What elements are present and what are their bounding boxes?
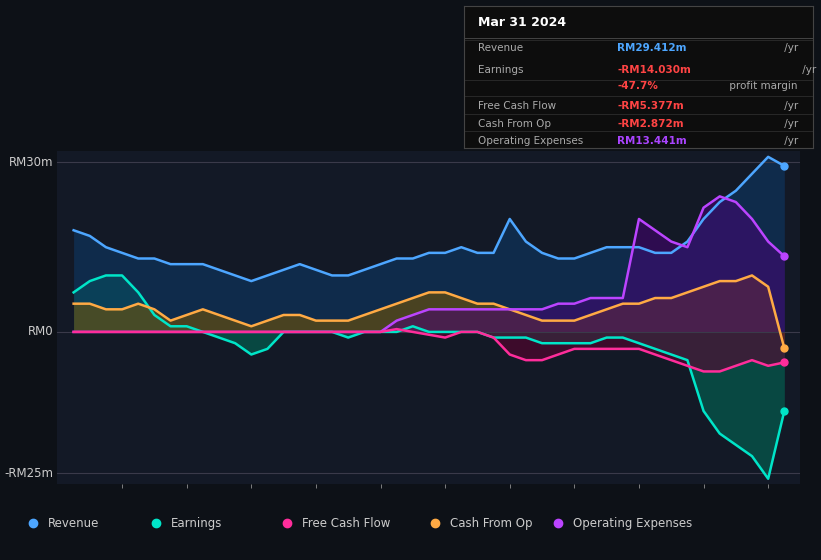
Text: -RM14.030m: -RM14.030m (617, 65, 691, 75)
Text: Cash From Op: Cash From Op (478, 119, 551, 129)
Text: Revenue: Revenue (48, 516, 99, 530)
Text: Cash From Op: Cash From Op (450, 516, 532, 530)
Text: -RM2.872m: -RM2.872m (617, 119, 684, 129)
Text: /yr: /yr (781, 44, 798, 53)
Text: RM30m: RM30m (9, 156, 53, 169)
Text: Free Cash Flow: Free Cash Flow (302, 516, 391, 530)
Text: /yr: /yr (781, 119, 798, 129)
Text: profit margin: profit margin (727, 81, 798, 91)
Text: /yr: /yr (799, 65, 816, 75)
Text: -RM25m: -RM25m (5, 466, 53, 479)
Text: Free Cash Flow: Free Cash Flow (478, 101, 556, 110)
Text: Mar 31 2024: Mar 31 2024 (478, 16, 566, 29)
Text: Operating Expenses: Operating Expenses (478, 136, 583, 146)
Text: RM13.441m: RM13.441m (617, 136, 687, 146)
Text: Earnings: Earnings (478, 65, 523, 75)
Text: -RM5.377m: -RM5.377m (617, 101, 684, 110)
Text: /yr: /yr (781, 136, 798, 146)
Text: RM0: RM0 (28, 325, 53, 338)
Text: Revenue: Revenue (478, 44, 523, 53)
Text: Operating Expenses: Operating Expenses (573, 516, 692, 530)
Text: /yr: /yr (781, 101, 798, 110)
Text: RM29.412m: RM29.412m (617, 44, 687, 53)
Text: -47.7%: -47.7% (617, 81, 658, 91)
Text: Earnings: Earnings (171, 516, 222, 530)
